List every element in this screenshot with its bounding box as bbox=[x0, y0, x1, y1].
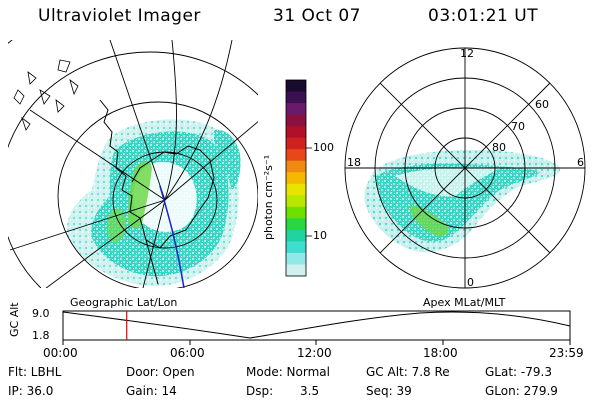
right-panel-label: Apex MLat/MLT bbox=[423, 296, 506, 309]
lat-label-60: 60 bbox=[535, 98, 549, 111]
colorbar-stripe bbox=[286, 195, 306, 208]
date-label: 31 Oct 07 bbox=[273, 6, 361, 26]
colorbar-stripe bbox=[286, 149, 306, 162]
timeline-xtick-3: 18:00 bbox=[423, 346, 458, 360]
aurora-oval-left bbox=[67, 119, 241, 287]
info-ip: IP: 36.0 bbox=[8, 384, 54, 398]
lat-label-80: 80 bbox=[492, 141, 506, 154]
timeline-ytick-high: 9.0 bbox=[32, 307, 50, 320]
mlt-label-bottom: 0 bbox=[467, 276, 474, 289]
app-title: Ultraviolet Imager bbox=[38, 6, 201, 26]
info-door: Door: Open bbox=[126, 365, 195, 379]
info-glon: GLon: 279.9 bbox=[485, 384, 558, 398]
lat-circles-left bbox=[8, 40, 258, 288]
satellite-track bbox=[159, 185, 185, 288]
aurora-oval-right bbox=[364, 150, 561, 253]
time-label: 03:01:21 UT bbox=[428, 6, 539, 26]
island-outlines bbox=[13, 59, 79, 131]
timeline-xtick-4: 23:59 bbox=[549, 346, 584, 360]
colorbar-stripe bbox=[286, 241, 306, 254]
magnetic-polar-plot bbox=[344, 47, 586, 289]
colorbar-stripe bbox=[286, 229, 306, 242]
colorbar bbox=[285, 79, 312, 277]
colorbar-stripe bbox=[286, 172, 306, 185]
colorbar-unit: photon cm⁻²s⁻¹ bbox=[262, 154, 275, 240]
colorbar-stripe bbox=[286, 206, 306, 219]
colorbar-stripe bbox=[286, 126, 306, 139]
info-glat: GLat: -79.3 bbox=[485, 365, 552, 379]
colorbar-stripe bbox=[286, 183, 306, 196]
colorbar-stripe bbox=[286, 137, 306, 150]
info-dsp-label: Dsp: bbox=[246, 384, 274, 398]
colorbar-tick-10: 10 bbox=[313, 229, 327, 242]
altitude-curve bbox=[62, 311, 571, 339]
colorbar-stripe bbox=[286, 80, 306, 93]
timeline-axis-label: GC Alt bbox=[8, 302, 21, 337]
colorbar-stripe bbox=[286, 103, 306, 116]
mlt-label-top: 12 bbox=[460, 47, 474, 60]
info-gain: Gain: 14 bbox=[126, 384, 177, 398]
antarctica-coastline bbox=[99, 99, 215, 285]
left-panel-label: Geographic Lat/Lon bbox=[70, 296, 178, 309]
timeline-xtick-2: 12:00 bbox=[297, 346, 332, 360]
mlt-label-left: 18 bbox=[347, 156, 361, 169]
geographic-map bbox=[8, 40, 258, 288]
meridians-left bbox=[9, 40, 258, 288]
colorbar-stripe bbox=[286, 252, 306, 265]
altitude-timeline bbox=[62, 310, 571, 345]
colorbar-stripe bbox=[286, 114, 306, 127]
info-filter: Flt: LBHL bbox=[8, 365, 62, 379]
timeline-ytick-low: 1.8 bbox=[32, 329, 50, 342]
mlt-label-right: 6 bbox=[577, 156, 584, 169]
colorbar-stripe bbox=[286, 91, 306, 104]
info-seq: Seq: 39 bbox=[366, 384, 412, 398]
colorbar-stripe bbox=[286, 264, 306, 277]
lat-label-70: 70 bbox=[511, 120, 525, 133]
timeline-xtick-1: 06:00 bbox=[170, 346, 205, 360]
colorbar-tick-100: 100 bbox=[313, 141, 334, 154]
timeline-xtick-0: 00:00 bbox=[43, 346, 78, 360]
colorbar-stripe bbox=[286, 160, 306, 173]
info-dsp-value: 3.5 bbox=[300, 384, 320, 398]
info-gc-alt: GC Alt: 7.8 Re bbox=[366, 365, 450, 379]
colorbar-stripe bbox=[286, 218, 306, 231]
info-mode: Mode: Normal bbox=[246, 365, 330, 379]
